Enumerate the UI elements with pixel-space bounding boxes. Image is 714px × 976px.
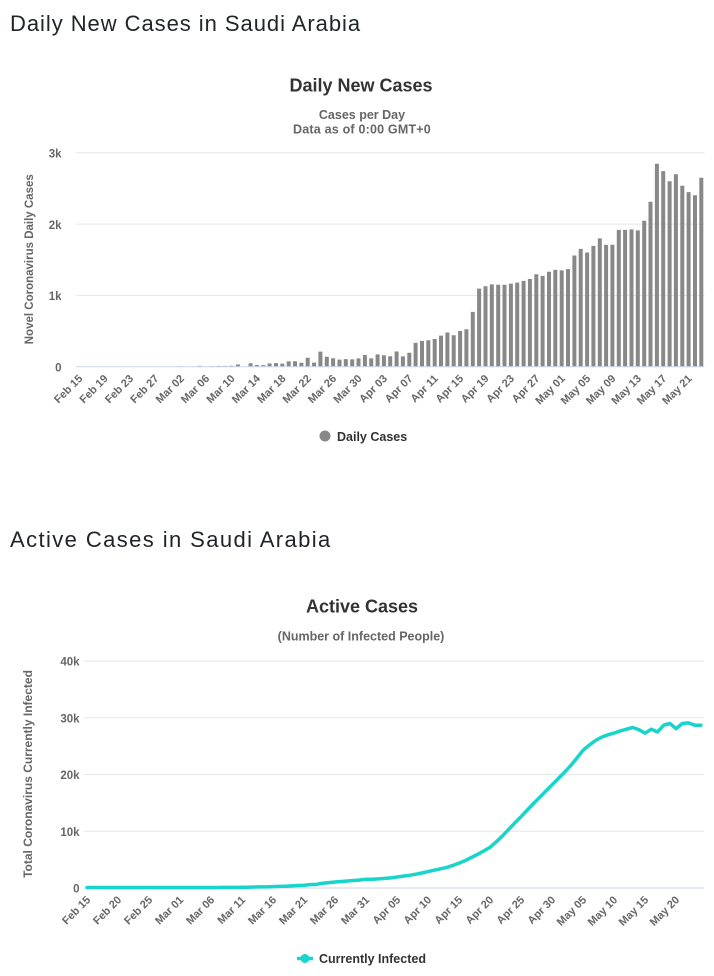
svg-text:0: 0 — [55, 362, 61, 374]
svg-text:40k: 40k — [60, 657, 80, 669]
svg-text:Feb 20: Feb 20 — [91, 894, 124, 927]
svg-text:Apr 20: Apr 20 — [464, 894, 497, 927]
svg-text:Data as of 0:00 GMT+0: Data as of 0:00 GMT+0 — [293, 123, 431, 137]
svg-text:Mar 26: Mar 26 — [308, 894, 341, 927]
svg-text:Mar 16: Mar 16 — [246, 894, 279, 927]
svg-text:Mar 30: Mar 30 — [331, 373, 364, 406]
svg-text:Feb 25: Feb 25 — [122, 894, 155, 927]
svg-text:1k: 1k — [49, 291, 62, 303]
svg-text:Apr 05: Apr 05 — [371, 894, 404, 927]
svg-text:20k: 20k — [60, 770, 80, 782]
svg-text:Mar 31: Mar 31 — [339, 894, 372, 927]
svg-text:Mar 01: Mar 01 — [153, 894, 186, 927]
svg-text:May 20: May 20 — [648, 894, 682, 928]
svg-text:Mar 21: Mar 21 — [277, 894, 310, 927]
svg-text:Currently Infected: Currently Infected — [319, 952, 426, 966]
svg-text:(Number of Infected People): (Number of Infected People) — [278, 630, 445, 644]
svg-text:Active Cases: Active Cases — [306, 597, 418, 617]
svg-text:Apr 15: Apr 15 — [433, 894, 466, 927]
svg-text:0: 0 — [73, 884, 79, 896]
svg-text:Apr 07: Apr 07 — [383, 373, 416, 406]
svg-text:Mar 11: Mar 11 — [216, 894, 249, 927]
svg-text:Total Coronavirus Currently In: Total Coronavirus Currently Infected — [21, 670, 35, 878]
svg-text:Novel Coronavirus Daily Cases: Novel Coronavirus Daily Cases — [24, 174, 36, 344]
svg-text:Daily New Cases: Daily New Cases — [289, 76, 432, 96]
svg-text:Cases per Day: Cases per Day — [319, 108, 405, 122]
svg-text:Apr 10: Apr 10 — [402, 894, 435, 927]
svg-text:Mar 06: Mar 06 — [184, 894, 217, 927]
svg-text:Feb 15: Feb 15 — [60, 894, 93, 927]
svg-text:May 05: May 05 — [555, 894, 589, 928]
svg-text:2k: 2k — [49, 220, 62, 232]
svg-text:Apr 25: Apr 25 — [495, 894, 528, 927]
svg-text:30k: 30k — [60, 713, 80, 725]
svg-text:May 15: May 15 — [617, 894, 651, 928]
svg-text:3k: 3k — [49, 149, 62, 161]
svg-text:Apr 30: Apr 30 — [526, 894, 559, 927]
svg-text:May 10: May 10 — [586, 894, 620, 928]
svg-text:Daily Cases: Daily Cases — [337, 430, 407, 444]
svg-text:10k: 10k — [60, 827, 80, 839]
